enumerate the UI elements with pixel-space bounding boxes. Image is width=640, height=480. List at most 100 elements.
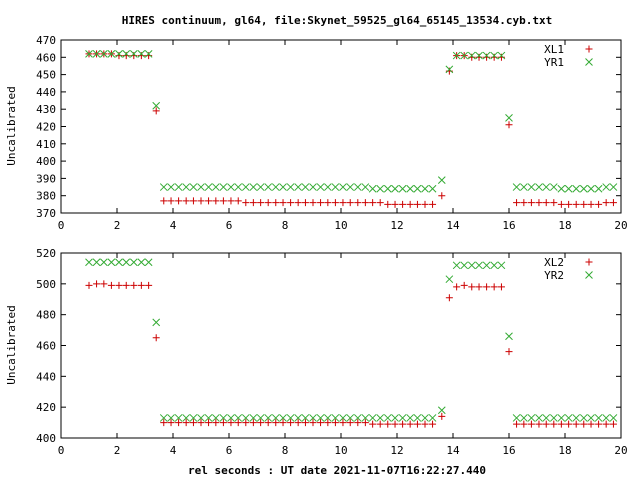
data-point — [160, 419, 168, 427]
data-point — [227, 197, 235, 205]
data-point — [219, 183, 228, 191]
data-point — [406, 184, 415, 193]
data-point — [159, 414, 168, 422]
data-point — [594, 184, 603, 193]
data-point — [368, 414, 377, 422]
data-point — [175, 197, 183, 205]
x-tick-label: 16 — [502, 219, 515, 232]
data-point — [167, 414, 175, 422]
data-point — [227, 419, 235, 427]
data-point — [137, 49, 146, 58]
data-point — [211, 183, 220, 191]
data-point — [122, 258, 131, 267]
x-tick-label: 12 — [390, 444, 403, 457]
data-point — [122, 52, 130, 60]
data-point — [413, 420, 421, 428]
data-point — [152, 101, 161, 110]
data-point — [346, 199, 354, 207]
data-point — [301, 419, 309, 427]
data-point — [115, 52, 123, 60]
data-point — [271, 414, 280, 422]
data-point — [369, 420, 377, 428]
y-axis-label: Uncalibrated — [5, 305, 18, 384]
data-point — [264, 414, 273, 422]
data-point — [205, 197, 213, 205]
x-tick-label: 20 — [614, 444, 627, 457]
data-point — [460, 261, 469, 270]
data-point — [167, 419, 175, 427]
data-point — [505, 113, 513, 122]
data-point — [550, 420, 558, 428]
data-point — [609, 420, 617, 428]
data-point — [445, 67, 453, 75]
data-point — [145, 52, 153, 60]
data-point — [580, 200, 588, 208]
data-point — [482, 51, 491, 60]
data-point — [565, 200, 573, 208]
y-tick-label: 460 — [36, 340, 56, 353]
data-point — [437, 406, 446, 415]
data-point — [286, 414, 295, 422]
x-tick-label: 20 — [614, 219, 627, 232]
y-tick-label: 460 — [36, 51, 56, 64]
data-point — [572, 184, 581, 193]
data-point — [535, 420, 543, 428]
x-tick-label: 8 — [282, 219, 289, 232]
x-tick-label: 14 — [446, 219, 460, 232]
data-point — [205, 419, 213, 427]
data-point — [129, 49, 138, 58]
data-point — [505, 332, 513, 341]
data-point — [445, 65, 454, 74]
data-point — [460, 51, 469, 60]
data-point — [512, 414, 521, 422]
y-tick-label: 390 — [36, 172, 56, 185]
data-point — [520, 199, 528, 207]
data-point — [317, 199, 325, 207]
data-point — [264, 183, 273, 191]
bottom-panel: Uncalibrated rel seconds : UT date 2021-… — [5, 247, 628, 477]
data-point — [174, 183, 183, 191]
data-point — [197, 419, 205, 427]
data-point — [602, 199, 610, 207]
data-point — [513, 199, 521, 207]
data-point — [107, 281, 115, 289]
data-point — [361, 419, 369, 427]
legend-marker — [585, 258, 593, 266]
data-point — [460, 281, 468, 289]
data-point — [421, 200, 429, 208]
data-point — [452, 51, 461, 60]
y-tick-label: 410 — [36, 138, 56, 151]
data-point — [189, 197, 197, 205]
data-point — [513, 420, 521, 428]
series-XL2 — [85, 280, 617, 428]
data-point — [197, 197, 205, 205]
data-point — [497, 53, 505, 61]
data-point — [549, 183, 558, 191]
data-point — [346, 183, 355, 191]
y-tick-label: 470 — [36, 34, 56, 47]
data-point — [249, 419, 257, 427]
data-point — [399, 420, 407, 428]
data-point — [279, 414, 287, 422]
data-point — [219, 419, 227, 427]
legend-label: XL1 — [544, 43, 564, 56]
data-point — [475, 51, 483, 60]
data-point — [331, 414, 340, 422]
data-point — [93, 280, 101, 288]
data-point — [211, 414, 220, 422]
data-point — [354, 419, 362, 427]
data-point — [316, 414, 325, 422]
data-point — [241, 183, 250, 191]
data-point — [145, 281, 153, 289]
x-tick-label: 2 — [114, 444, 121, 457]
data-point — [527, 420, 535, 428]
series-YR1 — [85, 49, 618, 193]
y-tick-label: 440 — [36, 370, 56, 383]
x-tick-label: 4 — [170, 219, 177, 232]
data-point — [391, 184, 399, 193]
data-point — [452, 261, 461, 270]
data-point — [287, 419, 295, 427]
data-point — [219, 414, 228, 422]
data-point — [391, 414, 399, 422]
data-point — [115, 258, 123, 267]
